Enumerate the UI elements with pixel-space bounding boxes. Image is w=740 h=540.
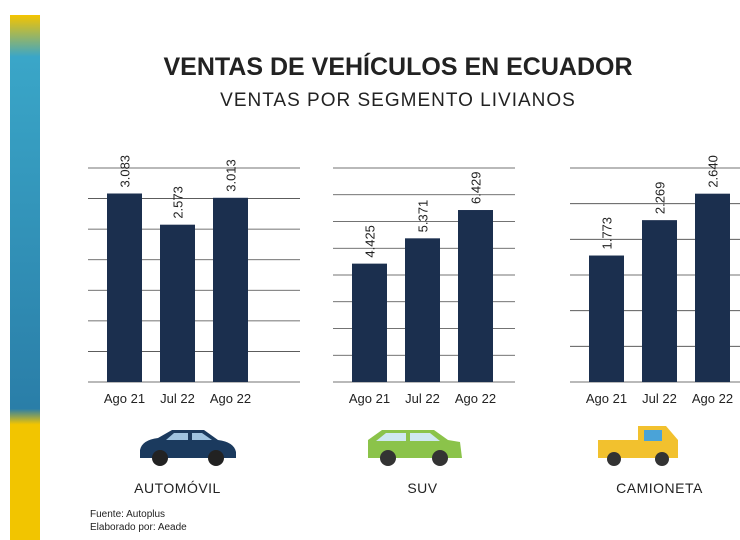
subtitle: VENTAS POR SEGMENTO LIVIANOS [220,90,576,111]
value-label: 4.425 [363,225,378,258]
bar [589,255,624,382]
value-label: 2.573 [171,186,186,219]
segment-label: AUTOMÓVIL [134,480,221,496]
bar [213,197,248,382]
x-tick-label: Ago 22 [692,391,733,406]
value-label: 3.013 [224,159,239,192]
value-label: 6.429 [469,171,484,204]
bar [107,193,142,382]
car-icon [140,430,236,466]
value-label: 3.083 [118,155,133,188]
x-tick-label: Ago 21 [586,391,627,406]
side-strip [10,15,40,540]
title: VENTAS DE VEHÍCULOS EN ECUADOR [163,52,632,81]
value-label: 5.371 [416,200,431,233]
x-tick-label: Jul 22 [405,391,440,406]
value-label: 2.640 [706,155,721,188]
segment-label: CAMIONETA [616,480,703,496]
value-label: 2.269 [653,182,668,215]
x-tick-label: Ago 21 [349,391,390,406]
x-tick-label: Jul 22 [642,391,677,406]
source: Fuente: Autoplus [90,509,165,520]
x-tick-label: Ago 22 [455,391,496,406]
bar [160,224,195,382]
suv-icon [368,430,462,466]
bar [352,263,387,382]
source: Elaborado por: Aeade [90,522,187,533]
bar [458,210,493,382]
bar [642,220,677,382]
x-tick-label: Ago 22 [210,391,251,406]
x-tick-label: Jul 22 [160,391,195,406]
segment-label: SUV [407,480,437,496]
bar [695,193,730,382]
bar [405,238,440,382]
x-tick-label: Ago 21 [104,391,145,406]
pickup-icon [598,426,678,466]
value-label: 1.773 [600,217,615,250]
